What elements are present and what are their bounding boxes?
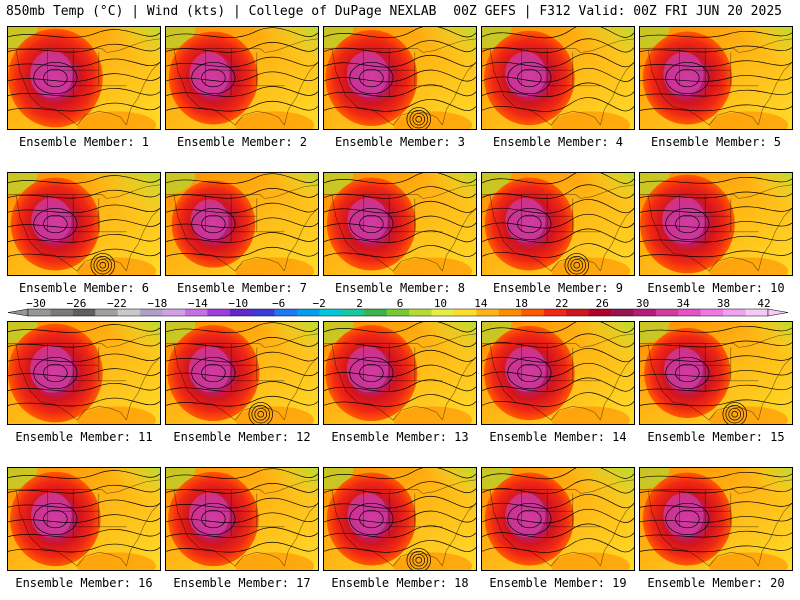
ensemble-member-map — [481, 26, 635, 130]
colorbar-segment — [184, 309, 208, 316]
ensemble-member-caption: Ensemble Member: 2 — [176, 135, 308, 149]
run-valid-time: 00Z GEFS | F312 Valid: 00Z FRI JUN 20 20… — [453, 4, 782, 19]
colorbar-segment — [521, 309, 545, 316]
colorbar-segment — [543, 309, 567, 316]
colorbar-segment — [95, 309, 118, 316]
colorbar-segment — [229, 309, 253, 316]
colorbar-right-arrow — [767, 308, 789, 317]
ensemble-member-map — [323, 321, 477, 425]
ensemble-member-caption: Ensemble Member: 11 — [15, 430, 153, 444]
ensemble-member-caption: Ensemble Member: 7 — [176, 281, 308, 295]
colorbar-tick-label: −6 — [272, 297, 285, 310]
colorbar-segment — [723, 309, 746, 316]
colorbar-tick-label: 2 — [356, 297, 363, 310]
ensemble-member-map — [639, 26, 793, 130]
colorbar-tick-label: −22 — [107, 297, 127, 310]
ensemble-member-map — [323, 26, 477, 130]
ensemble-member-caption: Ensemble Member: 5 — [650, 135, 782, 149]
temperature-colorbar: −30 −26 −22 −18 −14 −10 −6 −2 2 6 10 14 18 22 26 30 34 38… — [7, 297, 789, 317]
ensemble-member-map — [7, 26, 161, 130]
ensemble-member-caption: Ensemble Member: 20 — [647, 576, 785, 590]
ensemble-member-caption: Ensemble Member: 1 — [18, 135, 150, 149]
colorbar-segment — [207, 309, 231, 316]
colorbar-segment — [162, 309, 186, 316]
colorbar-tick-label: 10 — [434, 297, 447, 310]
ensemble-member-caption: Ensemble Member: 8 — [334, 281, 466, 295]
colorbar-left-arrow — [7, 308, 29, 317]
chart-title: 850mb Temp (°C) | Wind (kts) | College o… — [6, 4, 437, 19]
colorbar-tick-label: 14 — [474, 297, 488, 310]
colorbar-segment — [498, 309, 522, 316]
colorbar-segment — [252, 309, 275, 316]
ensemble-member-caption: Ensemble Member: 9 — [492, 281, 624, 295]
ensemble-member-map — [7, 172, 161, 276]
ensemble-member-map — [481, 467, 635, 571]
ensemble-member-caption: Ensemble Member: 6 — [18, 281, 150, 295]
colorbar-segment — [611, 309, 634, 316]
colorbar-segment — [700, 309, 724, 316]
ensemble-member-caption: Ensemble Member: 16 — [15, 576, 153, 590]
colorbar-segment — [633, 309, 657, 316]
ensemble-member-map — [639, 172, 793, 276]
colorbar-segment — [297, 309, 320, 316]
ensemble-member-caption: Ensemble Member: 14 — [489, 430, 627, 444]
ensemble-member-map — [639, 467, 793, 571]
colorbar-segment — [678, 309, 702, 316]
colorbar-tick-label: 42 — [757, 297, 770, 310]
colorbar-tick-label: 6 — [397, 297, 404, 310]
colorbar-tick-label: −26 — [67, 297, 87, 310]
colorbar-tick-label: 38 — [717, 297, 730, 310]
ensemble-member-caption: Ensemble Member: 4 — [492, 135, 624, 149]
ensemble-member-caption: Ensemble Member: 13 — [331, 430, 469, 444]
colorbar-segment — [745, 309, 769, 316]
colorbar-tick-label: 18 — [515, 297, 528, 310]
colorbar-tick-label: −2 — [312, 297, 325, 310]
ensemble-member-map — [323, 467, 477, 571]
colorbar-segment — [72, 309, 96, 316]
ensemble-member-caption: Ensemble Member: 10 — [647, 281, 785, 295]
colorbar-tick-label: 30 — [636, 297, 649, 310]
colorbar-segment — [431, 309, 455, 316]
ensemble-member-caption: Ensemble Member: 15 — [647, 430, 785, 444]
colorbar-tick-label: −30 — [26, 297, 46, 310]
colorbar-segment — [274, 309, 298, 316]
ensemble-member-map — [323, 172, 477, 276]
colorbar-segment — [28, 309, 51, 316]
colorbar-tick-label: 34 — [676, 297, 690, 310]
colorbar-segment — [364, 309, 388, 316]
ensemble-member-map — [7, 321, 161, 425]
ensemble-member-caption: Ensemble Member: 3 — [334, 135, 466, 149]
ensemble-member-caption: Ensemble Member: 19 — [489, 576, 627, 590]
ensemble-member-map — [165, 467, 319, 571]
colorbar-segment — [476, 309, 500, 316]
colorbar-segment — [566, 309, 589, 316]
colorbar-tick-label: 22 — [555, 297, 568, 310]
colorbar-segment — [655, 309, 679, 316]
ensemble-member-map — [639, 321, 793, 425]
colorbar-tick-label: −18 — [147, 297, 167, 310]
colorbar-segment — [454, 309, 477, 316]
ensemble-member-map — [7, 467, 161, 571]
ensemble-member-map — [481, 172, 635, 276]
colorbar-segment — [319, 309, 343, 316]
colorbar-segment — [140, 309, 163, 316]
ensemble-member-map — [165, 172, 319, 276]
colorbar-segment — [50, 309, 74, 316]
colorbar-segment — [117, 309, 141, 316]
ensemble-member-caption: Ensemble Member: 18 — [331, 576, 469, 590]
ensemble-member-map — [165, 321, 319, 425]
ensemble-member-caption: Ensemble Member: 17 — [173, 576, 311, 590]
colorbar-tick-label: 26 — [596, 297, 609, 310]
ensemble-member-map — [481, 321, 635, 425]
colorbar-segment — [341, 309, 365, 316]
colorbar-segment — [386, 309, 410, 316]
colorbar-tick-label: −14 — [188, 297, 208, 310]
colorbar-tick-label: −10 — [228, 297, 248, 310]
ensemble-member-caption: Ensemble Member: 12 — [173, 430, 311, 444]
colorbar-segment — [409, 309, 432, 316]
ensemble-member-map — [165, 26, 319, 130]
colorbar-segment — [588, 309, 612, 316]
